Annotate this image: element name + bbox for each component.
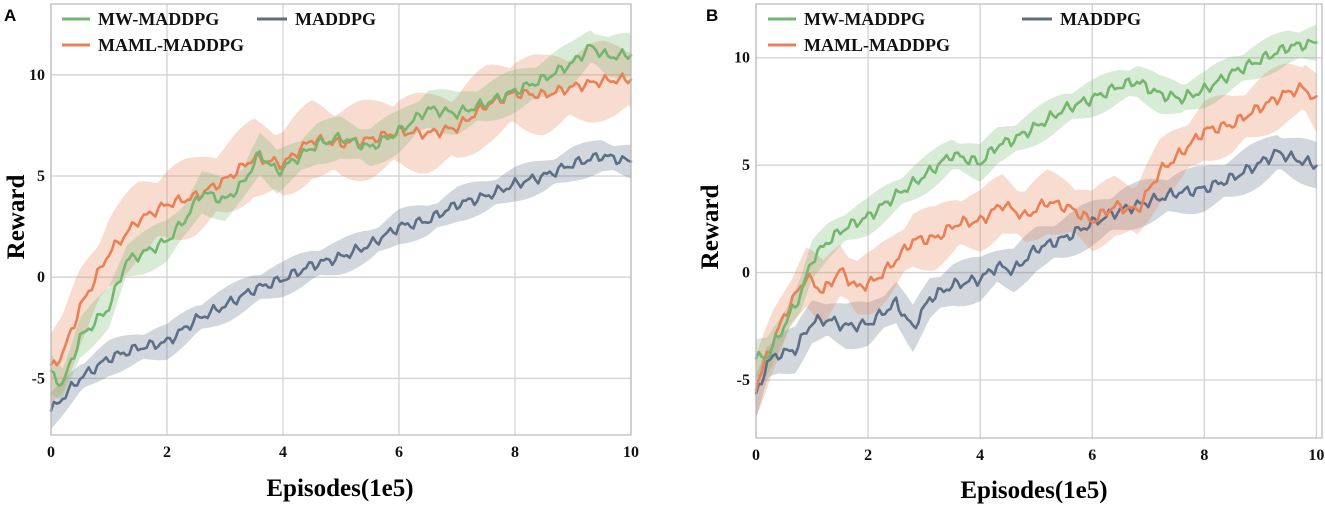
- panel-b: B 0 2 4 6 8 10 -5 0 5 10 MW-MADDPG MAML-MADDPG MADDP…: [697, 3, 1324, 504]
- line-maddpg-a: [49, 152, 633, 413]
- legend-label-maml-maddpg-b: MAML-MADDPG: [804, 35, 950, 55]
- legend-label-maddpg-a: MADDPG: [295, 9, 376, 29]
- panel-a-plot: 0 2 4 6 8 10 -5 0 5 10 MW-MADDPG MAML-MADDPG MADDPG: [29, 3, 639, 461]
- x-tick-label-b-2: 4: [976, 447, 984, 464]
- panel-a-y-axis-title: Reward: [3, 175, 30, 260]
- x-tick-label-b-3: 6: [1088, 447, 1096, 464]
- panel-b-plot: 0 2 4 6 8 10 -5 0 5 10 MW-MADDPG MAML-MADDPG MADDPG: [734, 3, 1324, 464]
- plot-area-a: [51, 4, 631, 435]
- line-maml-maddpg-b: [754, 82, 1318, 392]
- panel-b-y-axis-title: Reward: [697, 185, 724, 270]
- legend-label-maddpg-b: MADDPG: [1060, 9, 1141, 29]
- x-tick-label-a-1: 2: [163, 444, 171, 461]
- legend-label-mw-maddpg-a: MW-MADDPG: [98, 9, 219, 29]
- panel-a-x-axis-title: Episodes(1e5): [266, 475, 413, 502]
- x-tick-label-b-1: 2: [864, 447, 872, 464]
- x-tick-label-a-0: 0: [47, 444, 55, 461]
- line-mw-maddpg-b: [754, 38, 1318, 360]
- x-tick-label-b-0: 0: [752, 447, 760, 464]
- x-tick-label-a-5: 10: [623, 444, 639, 461]
- y-tick-label-b-3: 10: [734, 50, 750, 67]
- band-maddpg-a: [51, 140, 631, 429]
- line-maml-maddpg-a: [49, 72, 633, 367]
- y-tick-label-a-2: 5: [37, 168, 45, 185]
- y-tick-label-a-3: 10: [29, 67, 45, 84]
- plot-frame-a: [50, 3, 632, 436]
- line-mw-maddpg-a: [49, 43, 633, 388]
- x-tick-label-b-5: 10: [1308, 447, 1324, 464]
- x-tick-label-a-2: 4: [279, 444, 287, 461]
- y-tick-label-b-0: -5: [737, 372, 750, 389]
- y-tick-label-a-0: -5: [32, 370, 45, 387]
- x-tick-label-a-4: 8: [511, 444, 519, 461]
- y-tick-label-a-1: 0: [37, 269, 45, 286]
- band-mw-maddpg-b: [756, 24, 1317, 378]
- legend-label-maml-maddpg-a: MAML-MADDPG: [98, 35, 244, 55]
- band-maml-maddpg-a: [51, 40, 631, 403]
- y-tick-label-b-1: 0: [742, 265, 750, 282]
- legend-label-mw-maddpg-b: MW-MADDPG: [804, 9, 925, 29]
- panel-a: A 0 2 4 6 8 10 -5 0 5 10 MW-MADDPG MAML-MADDPG MADDP…: [3, 3, 639, 502]
- panel-a-letter: A: [4, 6, 16, 25]
- band-maddpg-b: [756, 135, 1317, 419]
- line-maddpg-b: [754, 148, 1318, 395]
- x-tick-label-a-3: 6: [395, 444, 403, 461]
- panel-b-x-axis-title: Episodes(1e5): [960, 477, 1107, 504]
- band-mw-maddpg-a: [51, 30, 631, 401]
- y-tick-label-b-2: 5: [742, 157, 750, 174]
- plot-frame-b: [755, 3, 1323, 439]
- panel-b-letter: B: [706, 6, 718, 25]
- x-tick-label-b-4: 8: [1200, 447, 1208, 464]
